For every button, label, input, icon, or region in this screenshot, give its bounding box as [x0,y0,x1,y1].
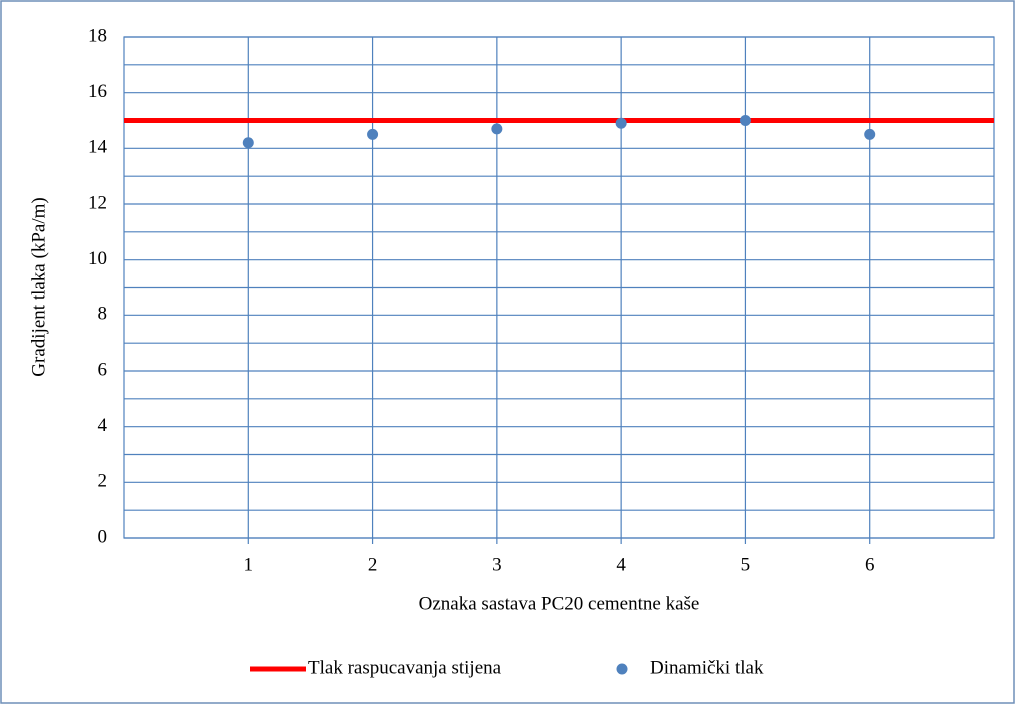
x-axis-label: Oznaka sastava PC20 cementne kaše [419,593,700,614]
y-tick-label: 14 [88,137,108,158]
data-point [615,117,627,129]
data-point [242,137,254,149]
y-tick-label: 6 [98,359,108,380]
x-tick-label: 3 [492,554,502,575]
y-axis-label: Gradijent tlaka (kPa/m) [28,197,49,376]
y-tick-label: 8 [98,304,108,325]
data-point [367,128,379,140]
y-tick-label: 12 [88,192,107,213]
y-tick-label: 0 [98,526,108,547]
y-tick-label: 18 [88,25,107,46]
x-tick-label: 6 [865,554,875,575]
y-tick-label: 2 [98,471,108,492]
data-point [491,123,503,135]
x-tick-label: 5 [741,554,751,575]
y-tick-label: 16 [88,81,107,102]
y-tick-label: 10 [88,248,107,269]
x-tick-label: 2 [368,554,378,575]
legend-label: Dinamički tlak [650,657,764,678]
x-tick-label: 1 [244,554,254,575]
x-tick-label: 4 [616,554,626,575]
legend-swatch [616,663,628,675]
data-point [864,128,876,140]
data-point [739,115,751,126]
legend-label: Tlak raspucavanja stijena [308,657,502,678]
y-tick-label: 4 [98,415,108,436]
